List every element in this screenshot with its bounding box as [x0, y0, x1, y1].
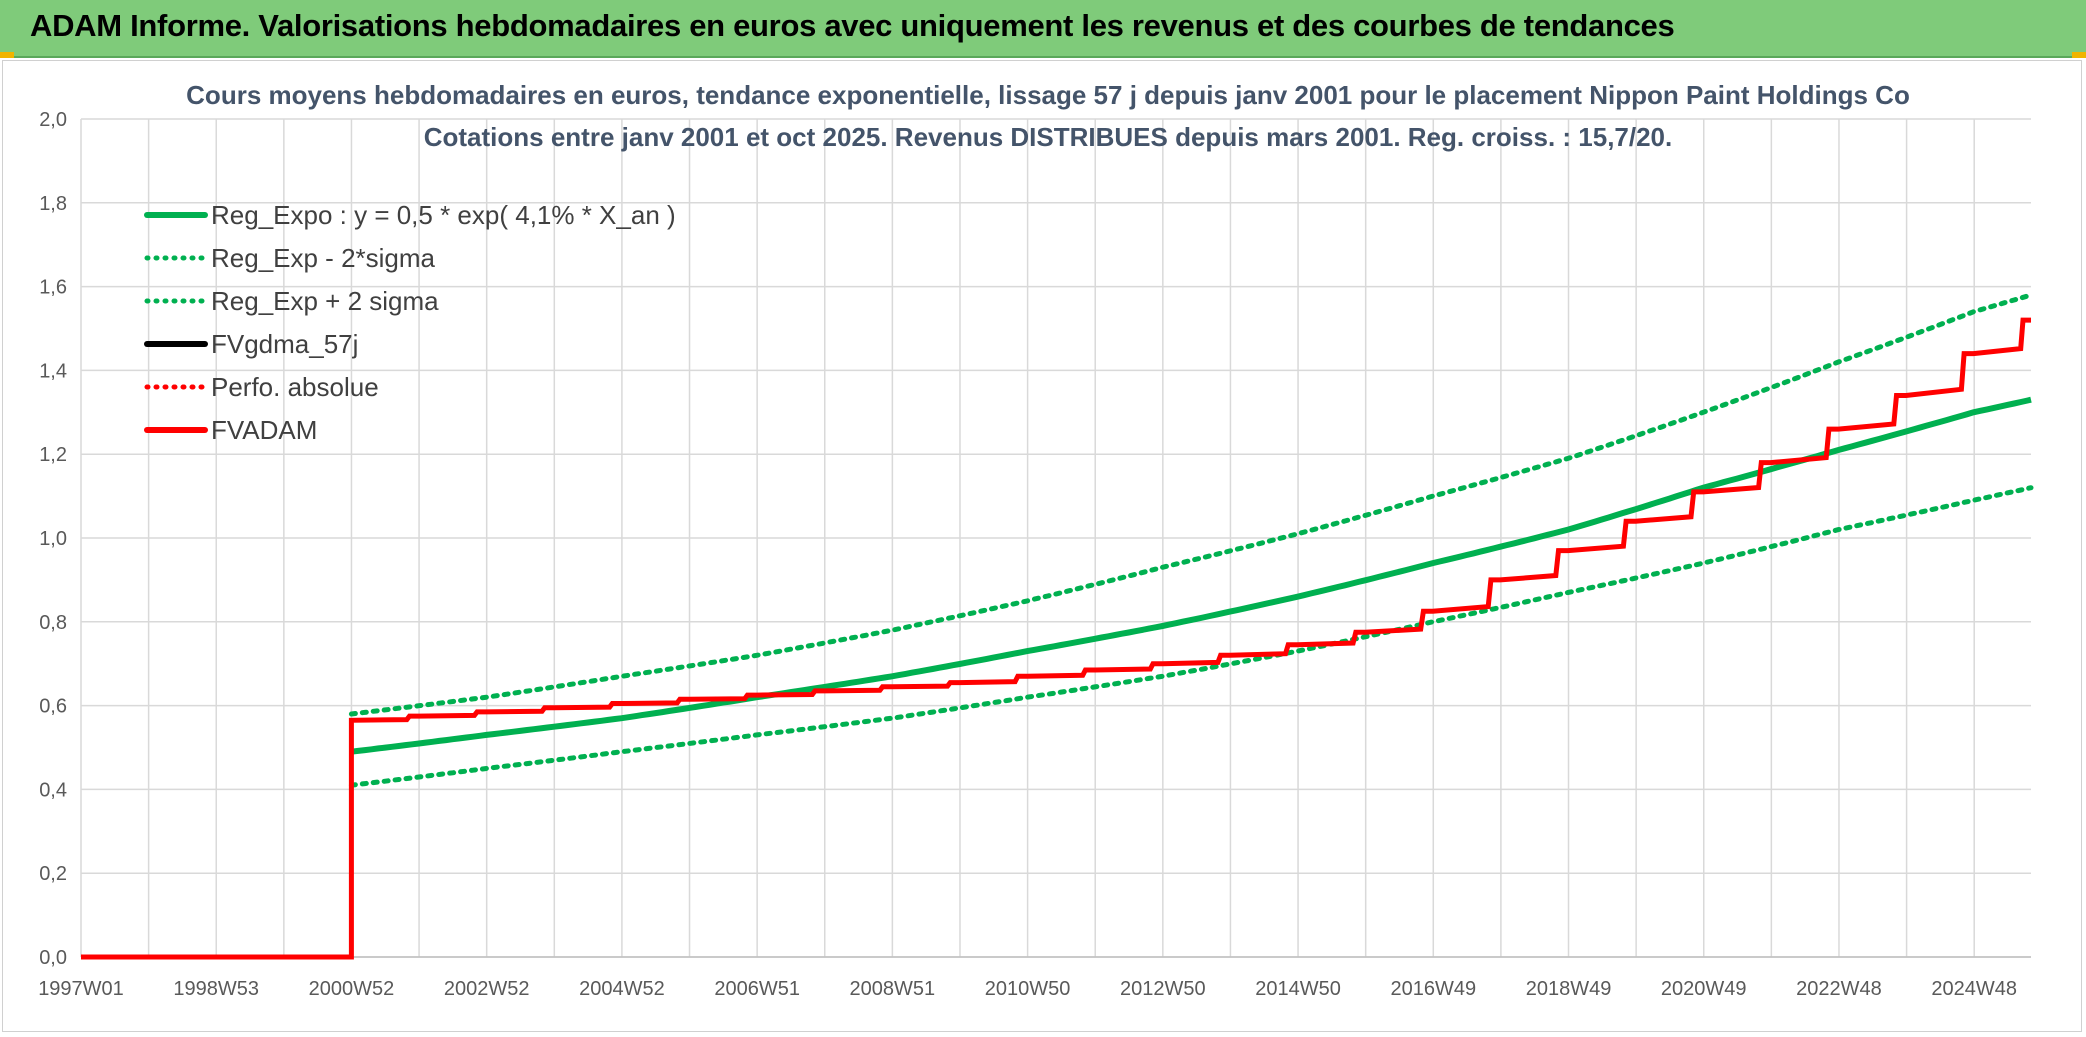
legend-label-perfo-absolue-line: Perfo. absolue [211, 372, 379, 402]
legend-label-reg-expo-line: Reg_Expo : y = 0,5 * exp( 4,1% * X_an ) [211, 200, 676, 230]
chart-subtitle: Cotations entre janv 2001 et oct 2025. R… [424, 122, 1673, 152]
x-tick-label: 2008W51 [850, 978, 936, 1000]
corner-accent-left [0, 52, 14, 58]
x-tick-label: 2002W52 [444, 978, 530, 1000]
series-layer [81, 292, 2034, 960]
y-tick-label: 1,4 [39, 360, 67, 382]
reg-exp-plus-2sigma-line [348, 292, 2034, 717]
fvadam-line [81, 317, 2031, 960]
y-tick-label: 1,0 [39, 528, 67, 550]
chart-title: Cours moyens hebdomadaires en euros, ten… [186, 80, 1910, 110]
y-tick-label: 0,4 [39, 779, 67, 801]
legend-label-fvadam-line: FVADAM [211, 415, 317, 445]
legend-label-fvgdma-57j-line: FVgdma_57j [211, 329, 358, 359]
x-tick-label: 2020W49 [1661, 978, 1747, 1000]
report-banner: ADAM Informe. Valorisations hebdomadaire… [0, 0, 2086, 58]
report-title: ADAM Informe. Valorisations hebdomadaire… [30, 8, 1675, 43]
legend-label-reg-exp-plus-2sigma-line: Reg_Exp + 2 sigma [211, 286, 439, 316]
y-tick-label: 0,6 [39, 696, 67, 718]
legend: Reg_Expo : y = 0,5 * exp( 4,1% * X_an ) R… [144, 200, 676, 445]
y-tick-label: 0,0 [39, 947, 67, 969]
x-tick-label: 2006W51 [714, 978, 800, 1000]
x-tick-label: 1998W53 [173, 978, 259, 1000]
grid [80, 118, 2031, 958]
y-tick-label: 1,2 [39, 444, 67, 466]
reg-expo-line [351, 396, 2032, 755]
x-tick-label: 2024W48 [1931, 978, 2017, 1000]
reg-exp-minus-2sigma-line [348, 485, 2034, 788]
chart: Cours moyens hebdomadaires en euros, ten… [38, 80, 2034, 1000]
x-tick-label: 2012W50 [1120, 978, 1206, 1000]
y-tick-label: 1,8 [39, 193, 67, 215]
x-tick-label: 2014W50 [1255, 978, 1341, 1000]
axis-ticks: 0,0 0,2 0,4 0,6 0,8 1,0 1,2 1,4 1,6 1,8 2,0 1997W01… [38, 109, 2017, 1000]
x-tick-label: 1997W01 [38, 978, 124, 1000]
legend-label-reg-exp-minus-2sigma-line: Reg_Exp - 2*sigma [211, 243, 436, 273]
chart-frame: Cours moyens hebdomadaires en euros, ten… [2, 60, 2082, 1032]
x-tick-label: 2016W49 [1390, 978, 1476, 1000]
x-tick-label: 2018W49 [1526, 978, 1612, 1000]
x-tick-label: 2010W50 [985, 978, 1071, 1000]
x-tick-label: 2000W52 [309, 978, 395, 1000]
y-tick-label: 1,6 [39, 277, 67, 299]
x-tick-label: 2022W48 [1796, 978, 1882, 1000]
corner-accent-right [2072, 52, 2086, 58]
y-tick-label: 0,8 [39, 612, 67, 634]
y-tick-label: 0,2 [39, 863, 67, 885]
y-tick-label: 2,0 [39, 109, 67, 131]
x-tick-label: 2004W52 [579, 978, 665, 1000]
fvgdma-57j-line [351, 318, 2031, 723]
